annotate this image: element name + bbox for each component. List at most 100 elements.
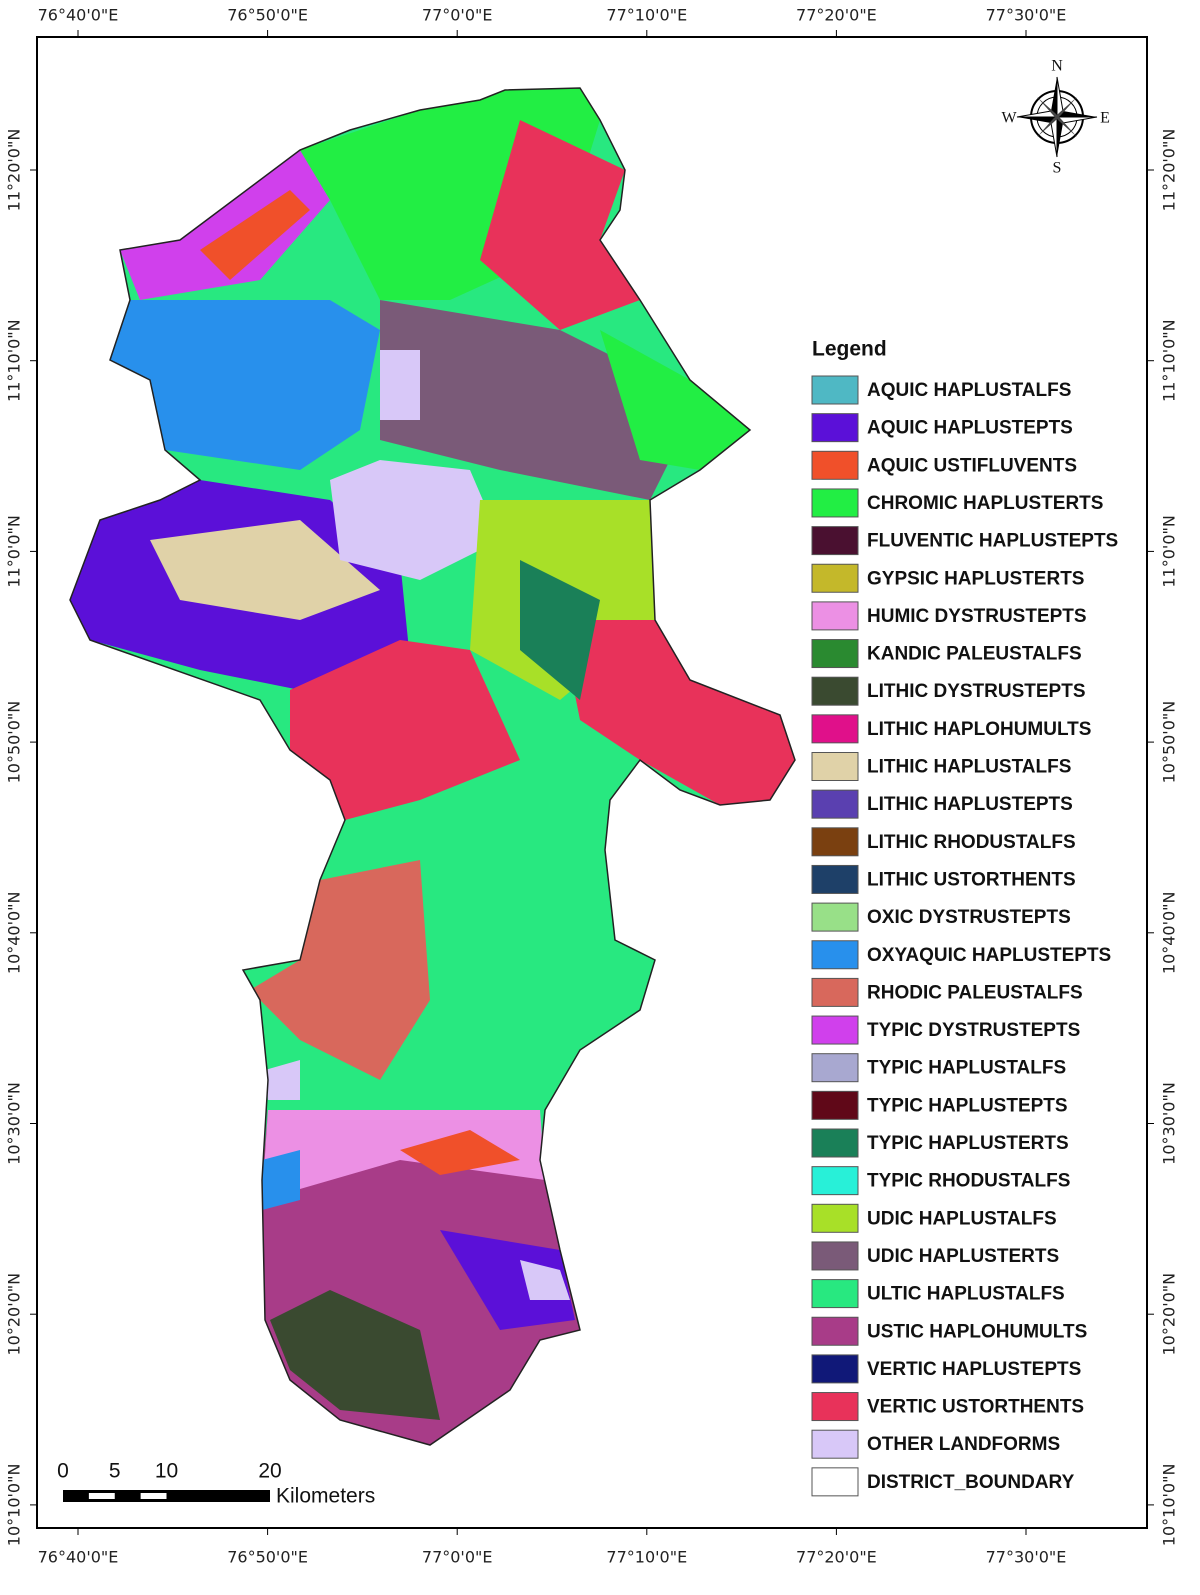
longitude-label: 77°20'0"E <box>796 1548 877 1567</box>
soil-zone <box>330 460 500 580</box>
legend-label: VERTIC HAPLUSTEPTS <box>867 1359 1081 1380</box>
legend-label: TYPIC DYSTRUSTEPTS <box>867 1020 1080 1041</box>
legend-swatch <box>811 563 859 593</box>
scale-bar-tick: 20 <box>258 1460 281 1483</box>
legend-swatch <box>811 1354 859 1384</box>
latitude-label: 10°30'0"N <box>1160 1082 1179 1165</box>
latitude-label: 10°50'0"N <box>1160 701 1179 784</box>
soil-zone <box>262 1150 300 1210</box>
legend-swatch <box>811 1241 859 1271</box>
legend-label: TYPIC HAPLUSTEPTS <box>867 1095 1068 1116</box>
longitude-label: 77°0'0"E <box>422 1548 493 1567</box>
legend-swatch <box>811 450 859 480</box>
legend-swatch <box>811 1128 859 1158</box>
soil-zone <box>520 1260 570 1300</box>
longitude-label: 77°0'0"E <box>422 6 493 25</box>
soil-zone <box>520 560 600 700</box>
soil-zone <box>265 1060 300 1100</box>
legend-swatch <box>811 902 859 932</box>
legend-label: TYPIC HAPLUSTERTS <box>867 1133 1069 1154</box>
district-boundary <box>69 87 796 1446</box>
legend-label: RHODIC PALEUSTALFS <box>867 982 1083 1003</box>
longitude-label: 76°50'0"E <box>227 1548 308 1567</box>
legend-label: OTHER LANDFORMS <box>867 1434 1060 1455</box>
scale-bar-tick: 10 <box>155 1460 178 1483</box>
legend-label: AQUIC HAPLUSTALFS <box>867 380 1071 401</box>
legend-swatch <box>811 1467 859 1497</box>
soil-zone <box>270 1290 440 1420</box>
legend-label: FLUVENTIC HAPLUSTEPTS <box>867 531 1118 552</box>
legend-swatch <box>811 714 859 744</box>
latitude-label: 10°40'0"N <box>5 891 24 974</box>
legend-label: GYPSIC HAPLUSTERTS <box>867 568 1084 589</box>
legend-swatch <box>811 639 859 669</box>
legend-label: UDIC HAPLUSTERTS <box>867 1246 1059 1267</box>
legend-label: KANDIC PALEUSTALFS <box>867 644 1082 665</box>
longitude-label: 77°30'0"E <box>986 6 1067 25</box>
latitude-label: 11°10'0"N <box>1160 319 1179 402</box>
soil-zone <box>480 120 640 330</box>
scale-bar-unit: Kilometers <box>276 1485 375 1508</box>
legend-swatch <box>811 1392 859 1422</box>
compass-w: W <box>1001 110 1017 127</box>
legend-title: Legend <box>812 338 887 361</box>
legend-swatch <box>811 1053 859 1083</box>
legend-swatch <box>811 752 859 781</box>
latitude-label: 11°20'0"N <box>5 129 24 212</box>
soil-zone <box>200 190 310 280</box>
legend-label: LITHIC USTORTHENTS <box>867 869 1076 890</box>
legend: AQUIC HAPLUSTALFS AQUIC HAPLUSTEPTS AQUIC … <box>811 375 1118 1497</box>
legend-swatch <box>811 789 859 819</box>
soil-zone <box>250 860 430 1080</box>
soil-zones <box>70 88 795 1445</box>
legend-label: LITHIC HAPLUSTALFS <box>867 757 1071 778</box>
legend-swatch <box>811 375 859 405</box>
legend-label: LITHIC RHODUSTALFS <box>867 832 1076 853</box>
legend-swatch <box>811 1279 859 1309</box>
legend-swatch <box>811 526 859 556</box>
latitude-label: 10°30'0"N <box>5 1082 24 1165</box>
legend-label: VERTIC USTORTHENTS <box>867 1397 1084 1418</box>
latitude-label: 11°0'0"N <box>1160 515 1179 587</box>
legend-swatch <box>811 827 859 857</box>
legend-swatch <box>811 1015 859 1045</box>
scale-bar-segment <box>140 1493 167 1499</box>
longitude-label: 77°30'0"E <box>986 1548 1067 1567</box>
legend-label: TYPIC RHODUSTALFS <box>867 1171 1070 1192</box>
soil-zone <box>380 300 700 500</box>
latitude-label: 10°40'0"N <box>1160 891 1179 974</box>
soil-zone <box>600 330 750 470</box>
latitude-label: 10°20'0"N <box>5 1273 24 1356</box>
legend-label: CHROMIC HAPLUSTERTS <box>867 493 1103 514</box>
legend-label: AQUIC HAPLUSTEPTS <box>867 418 1073 439</box>
legend-label: OXYAQUIC HAPLUSTEPTS <box>867 945 1111 966</box>
legend-label: USTIC HAPLOHUMULTS <box>867 1321 1087 1342</box>
scale-bar-tick: 0 <box>57 1460 69 1483</box>
soil-zone <box>290 640 520 820</box>
legend-label: LITHIC DYSTRUSTEPTS <box>867 681 1086 702</box>
legend-swatch <box>811 1166 859 1196</box>
latitude-label: 10°10'0"N <box>5 1464 24 1547</box>
legend-swatch <box>811 940 859 970</box>
legend-swatch <box>811 977 859 1007</box>
soil-zone <box>120 150 330 300</box>
soil-zone <box>110 300 380 470</box>
legend-label: AQUIC USTIFLUVENTS <box>867 455 1077 476</box>
legend-label: OXIC DYSTRUSTEPTS <box>867 907 1071 928</box>
legend-swatch <box>811 413 859 443</box>
latitude-label: 10°50'0"N <box>5 701 24 784</box>
longitude-label: 77°10'0"E <box>606 1548 687 1567</box>
longitude-label: 76°40'0"E <box>38 1548 119 1567</box>
legend-swatch <box>811 488 859 518</box>
legend-swatch <box>811 676 859 706</box>
legend-swatch <box>811 1090 859 1120</box>
legend-label: HUMIC DYSTRUSTEPTS <box>867 606 1087 627</box>
longitude-label: 76°50'0"E <box>227 6 308 25</box>
soil-zone <box>560 620 795 805</box>
legend-swatch <box>811 864 859 894</box>
compass-e: E <box>1100 110 1110 127</box>
latitude-label: 10°20'0"N <box>1160 1273 1179 1356</box>
soil-zone <box>400 1130 520 1175</box>
soil-zone <box>440 1230 575 1330</box>
